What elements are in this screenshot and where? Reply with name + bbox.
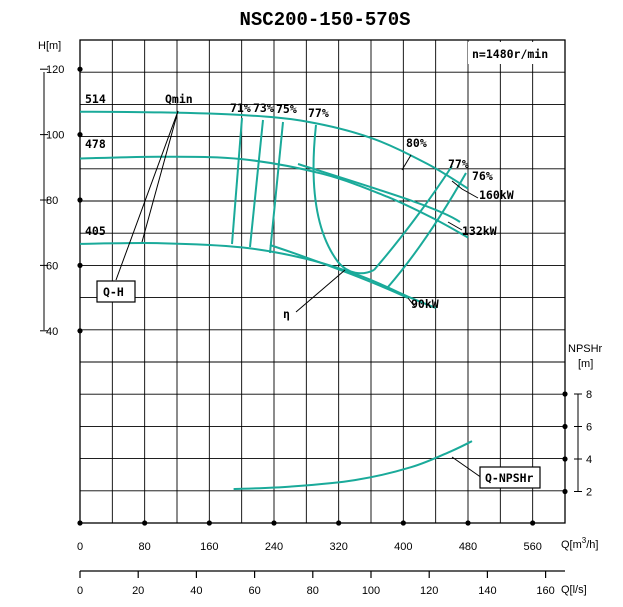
- label-405: 405: [85, 224, 106, 238]
- flow-grid-dot: [530, 520, 536, 526]
- eta-leader: [295, 269, 346, 313]
- label-eff-77-top: 77%: [308, 106, 329, 120]
- label-power-160: 160kW: [479, 188, 514, 202]
- flow-grid-dot: [271, 520, 277, 526]
- efficiency-curve-77-left: [312, 124, 375, 275]
- head-grid-dot: [77, 328, 83, 334]
- head-tick-label: 120: [46, 64, 64, 76]
- efficiency-curve-76: [387, 172, 467, 288]
- flow-ls-tick-label: 160: [536, 585, 554, 597]
- head-axis: 120 100 80 60 40: [40, 64, 83, 338]
- qmin-leader-405: [141, 110, 179, 243]
- label-power-132: 132kW: [462, 224, 497, 238]
- speed-label-bg: [468, 42, 563, 64]
- qh-label-box: [96, 280, 136, 303]
- head-grid-dot: [77, 66, 83, 72]
- label-eff-73: 73%: [253, 101, 274, 115]
- head-grid-dot: [77, 262, 83, 268]
- flow-m3h-tick-label: 160: [200, 541, 218, 553]
- npshr-tick-label: 2: [586, 487, 592, 499]
- flow-ls-tick-label: 140: [478, 585, 496, 597]
- flow-ls-tick-label: 120: [420, 585, 438, 597]
- flow-m3h-tick-label: 240: [265, 541, 283, 553]
- flow-ls-tick-label: 100: [362, 585, 380, 597]
- label-eff-71: 71%: [230, 101, 251, 115]
- flow-ls-tick-label: 80: [307, 585, 319, 597]
- efficiency-curve-73: [249, 119, 264, 248]
- npshr-tick-label: 6: [586, 422, 592, 434]
- flow-grid-dot: [206, 520, 212, 526]
- npshr-curve: [233, 440, 473, 491]
- efficiency-curve-71: [231, 117, 243, 245]
- label-eff-80: 80%: [406, 136, 427, 150]
- npshr-grid-dot: [562, 488, 568, 495]
- npshr-axis-title-line2: [m]: [578, 358, 593, 370]
- npshr-leader: [451, 456, 483, 479]
- head-grid-dot: [77, 132, 83, 138]
- label-478: 478: [85, 137, 106, 151]
- power160-leader: [451, 180, 479, 199]
- npshr-grid-dot: [562, 391, 568, 397]
- flow-axis-ls: 0 20 40 60 80 100 120 140 160: [77, 571, 555, 597]
- flow-m3h-tick-label: 480: [459, 541, 477, 553]
- flow-m3h-tick-label: 320: [329, 541, 347, 553]
- flow-grid-dot: [142, 520, 148, 526]
- x-axis-m3h-title: Q[m3/h]: [561, 536, 598, 551]
- flow-axis-m3h: 0 80 160 240 320 400 480 560: [77, 520, 542, 553]
- label-npshr: Q-NPSHr: [485, 471, 534, 485]
- qh-curve-514: [79, 110, 469, 190]
- label-qh: Q-H: [103, 285, 124, 299]
- flow-ls-tick-label: 0: [77, 585, 83, 597]
- flow-m3h-tick-label: 400: [394, 541, 412, 553]
- x-axis-ls-title: Q[l/s]: [561, 584, 587, 596]
- head-grid-dot: [77, 197, 83, 203]
- flow-grid-dot: [400, 520, 406, 526]
- qh-curve-405: [79, 242, 437, 309]
- power90-leader: [407, 297, 416, 308]
- chart-title: NSC200-150-570S: [239, 9, 410, 31]
- label-eta: η: [283, 307, 290, 321]
- flow-grid-dot: [465, 520, 471, 526]
- label-qmin: Qmin: [165, 92, 193, 106]
- flow-ls-tick-label: 40: [190, 585, 202, 597]
- label-514: 514: [85, 92, 106, 106]
- flow-grid-dot: [77, 520, 83, 526]
- npshr-axis-title-line1: NPSHr: [568, 343, 603, 355]
- npshr-tick-label: 8: [586, 389, 592, 401]
- npshr-grid-dot: [562, 456, 568, 462]
- npshr-label-box: [479, 466, 541, 489]
- flow-ls-tick-label: 60: [248, 585, 260, 597]
- head-tick-label: 100: [46, 130, 64, 142]
- power-curve-90kw: [269, 244, 409, 299]
- efficiency-curve-77-right: [373, 165, 453, 271]
- plot-frame: [79, 39, 566, 524]
- head-tick-label: 80: [46, 195, 58, 207]
- efficiency-curve-75: [269, 121, 284, 254]
- power-curve-132kw: [297, 163, 461, 223]
- label-power-90: 90kW: [411, 297, 439, 311]
- head-tick-label: 60: [46, 260, 58, 272]
- head-tick-label: 40: [46, 326, 58, 338]
- label-eff-76: 76%: [472, 169, 493, 183]
- qmin-leader-514: [115, 110, 179, 281]
- label-eff-77-right: 77%: [448, 157, 469, 171]
- eff80-leader: [401, 154, 412, 171]
- flow-grid-dot: [336, 520, 342, 526]
- grid: [80, 40, 565, 523]
- npshr-tick-label: 4: [586, 454, 592, 466]
- flow-m3h-tick-label: 0: [77, 541, 83, 553]
- flow-m3h-tick-label: 80: [139, 541, 151, 553]
- flow-m3h-tick-label: 560: [523, 541, 541, 553]
- label-eff-75: 75%: [276, 102, 297, 116]
- npshr-grid-dot: [562, 423, 568, 430]
- power132-leader: [447, 221, 463, 231]
- y-axis-title: H[m]: [38, 40, 61, 52]
- npshr-axis: 8 6 4 2: [562, 389, 592, 499]
- speed-label: n=1480r/min: [472, 47, 548, 61]
- flow-ls-tick-label: 20: [132, 585, 144, 597]
